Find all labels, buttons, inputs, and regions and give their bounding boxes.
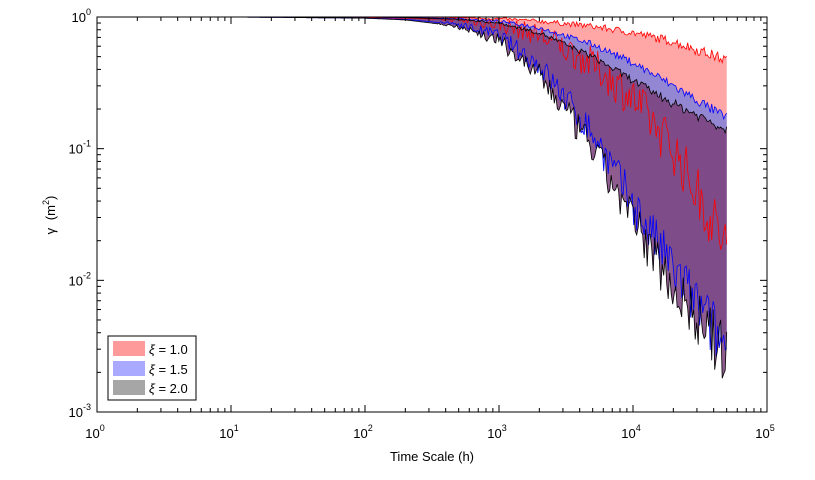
- y-axis-unit-exp: 2: [41, 200, 51, 205]
- x-tick-label-0: 100: [85, 423, 104, 441]
- band-fill-1: [97, 17, 727, 250]
- y-axis-label: γ (m2): [41, 196, 58, 235]
- x-tick-label-4: 104: [621, 423, 640, 441]
- x-tick-label-5: 105: [755, 423, 774, 441]
- x-tick-label-2: 102: [353, 423, 372, 441]
- y-tick-label-3: 10-3: [69, 402, 91, 420]
- legend-swatch-1: [113, 341, 145, 356]
- legend-swatch-3: [113, 380, 145, 395]
- y-axis-unit-close: ): [43, 196, 58, 200]
- axis-ticks: [96, 17, 767, 413]
- legend: ξ = 1.0 ξ = 1.5 ξ = 2.0: [107, 335, 197, 401]
- plot-frame: [96, 16, 768, 413]
- y-tick-label-1: 10-1: [69, 139, 91, 157]
- x-tick-label-1: 101: [219, 423, 238, 441]
- legend-entry-3: ξ = 2.0: [149, 381, 188, 396]
- y-tick-label-0: 100: [72, 7, 91, 25]
- x-axis-label: Time Scale (h): [390, 449, 474, 464]
- x-tick-label-3: 103: [487, 423, 506, 441]
- band-fills: [97, 17, 727, 379]
- tick-labels: 100 101 102 103 104 105 100 10-1 10-2 10-3: [69, 7, 775, 441]
- y-tick-label-2: 10-2: [69, 270, 91, 288]
- legend-swatch-2: [113, 361, 145, 376]
- legend-entry-1: ξ = 1.0: [149, 342, 188, 357]
- legend-entry-2: ξ = 1.5: [149, 362, 188, 377]
- y-axis-symbol: γ: [43, 227, 58, 234]
- y-axis-unit: (m: [43, 205, 58, 220]
